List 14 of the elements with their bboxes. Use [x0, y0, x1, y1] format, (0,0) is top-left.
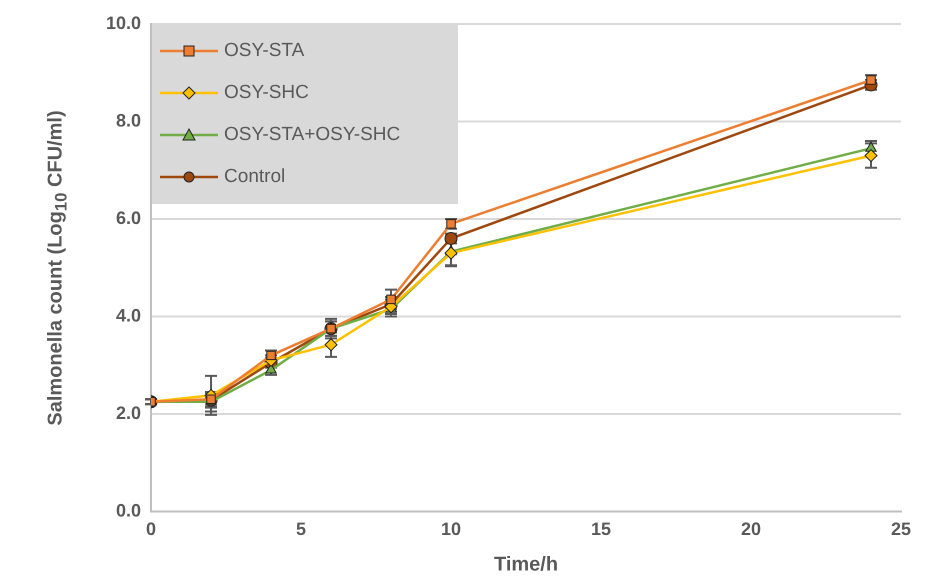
x-tick-label: 25 [890, 519, 912, 540]
x-tick-label: 0 [146, 519, 156, 540]
y-tick-label: 2.0 [116, 402, 142, 423]
y-tick-label: 10.0 [106, 12, 142, 33]
y-tick-label: 8.0 [116, 110, 142, 130]
y-tick-label: 6.0 [116, 208, 142, 228]
x-tick-label: 5 [296, 519, 306, 540]
x-tick-label: 15 [591, 519, 612, 540]
y-tick-label: 4.0 [116, 305, 142, 326]
y-tick-label: 0.0 [116, 500, 142, 520]
x-tick-label: 10 [441, 519, 462, 540]
legend-label: OSY-STA [224, 40, 304, 62]
x-axis-title: Time/h [494, 554, 558, 576]
x-tick-label: 20 [740, 519, 762, 540]
